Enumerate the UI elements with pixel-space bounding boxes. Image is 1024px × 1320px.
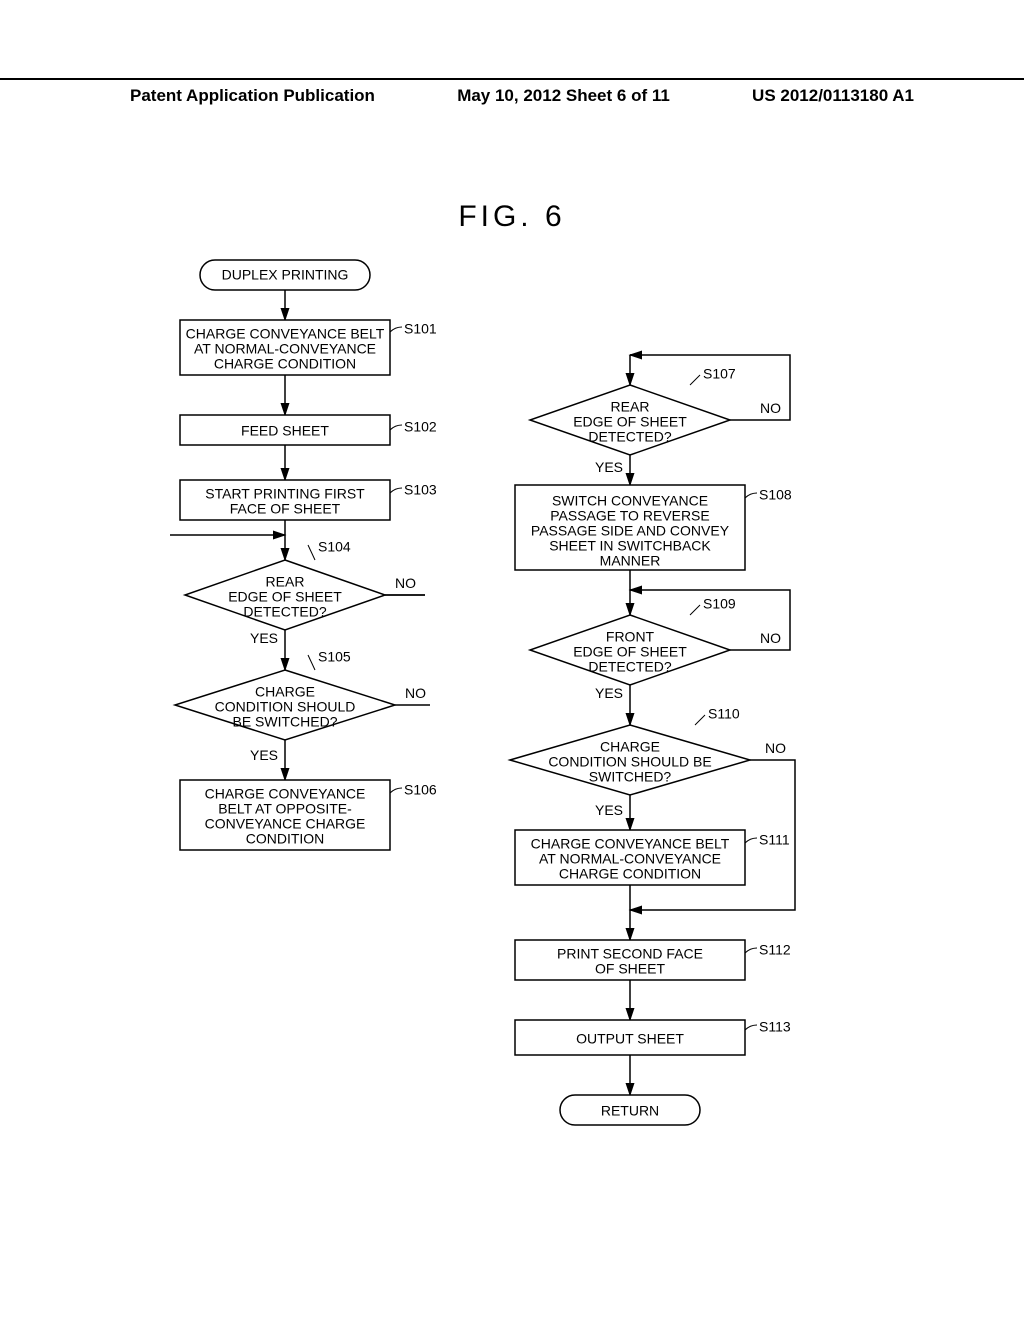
svg-text:NO: NO: [760, 400, 781, 416]
svg-text:CHARGE CONDITION: CHARGE CONDITION: [214, 356, 356, 372]
svg-text:S107: S107: [703, 366, 736, 382]
svg-text:CONDITION: CONDITION: [246, 831, 325, 847]
svg-text:EDGE OF SHEET: EDGE OF SHEET: [228, 589, 342, 605]
node-s113: OUTPUT SHEET S113: [515, 1019, 791, 1055]
svg-text:CHARGE: CHARGE: [255, 684, 315, 700]
header-right: US 2012/0113180 A1: [752, 86, 914, 106]
header-left: Patent Application Publication: [130, 86, 375, 106]
svg-text:OUTPUT SHEET: OUTPUT SHEET: [576, 1031, 684, 1047]
page-header: Patent Application Publication May 10, 2…: [0, 78, 1024, 106]
svg-text:S102: S102: [404, 419, 437, 435]
svg-text:YES: YES: [595, 459, 623, 475]
svg-text:PRINT SECOND FACE: PRINT SECOND FACE: [557, 946, 703, 962]
svg-text:AT NORMAL-CONVEYANCE: AT NORMAL-CONVEYANCE: [539, 851, 721, 867]
svg-text:S111: S111: [759, 832, 790, 848]
svg-text:RETURN: RETURN: [601, 1103, 659, 1119]
node-s106: CHARGE CONVEYANCE BELT AT OPPOSITE- CONV…: [180, 780, 437, 850]
svg-text:CONVEYANCE CHARGE: CONVEYANCE CHARGE: [205, 816, 366, 832]
svg-text:EDGE OF SHEET: EDGE OF SHEET: [573, 644, 687, 660]
svg-text:REAR: REAR: [266, 574, 305, 590]
svg-text:AT NORMAL-CONVEYANCE: AT NORMAL-CONVEYANCE: [194, 341, 376, 357]
node-s109: FRONT EDGE OF SHEET DETECTED? S109: [530, 596, 736, 685]
svg-text:OF SHEET: OF SHEET: [595, 961, 665, 977]
svg-text:BE SWITCHED?: BE SWITCHED?: [232, 714, 337, 730]
node-start: DUPLEX PRINTING: [200, 260, 370, 290]
svg-text:S101: S101: [404, 321, 437, 337]
svg-text:S113: S113: [759, 1019, 791, 1035]
svg-text:REAR: REAR: [611, 399, 650, 415]
svg-text:S108: S108: [759, 487, 792, 503]
svg-text:CONDITION SHOULD BE: CONDITION SHOULD BE: [548, 754, 711, 770]
svg-text:DUPLEX PRINTING: DUPLEX PRINTING: [222, 267, 349, 283]
svg-text:CHARGE CONVEYANCE BELT: CHARGE CONVEYANCE BELT: [531, 836, 730, 852]
node-s102: FEED SHEET S102: [180, 415, 437, 445]
svg-text:NO: NO: [395, 575, 416, 591]
svg-text:SWITCH CONVEYANCE: SWITCH CONVEYANCE: [552, 493, 708, 509]
node-s111: CHARGE CONVEYANCE BELT AT NORMAL-CONVEYA…: [515, 830, 790, 885]
svg-text:DETECTED?: DETECTED?: [243, 604, 326, 620]
page: Patent Application Publication May 10, 2…: [0, 0, 1024, 1320]
svg-text:S109: S109: [703, 596, 736, 612]
svg-text:S110: S110: [708, 706, 740, 722]
node-s101: CHARGE CONVEYANCE BELT AT NORMAL-CONVEYA…: [180, 320, 437, 375]
svg-text:FACE OF SHEET: FACE OF SHEET: [230, 501, 341, 517]
svg-text:YES: YES: [595, 685, 623, 701]
svg-text:CONDITION SHOULD: CONDITION SHOULD: [215, 699, 356, 715]
svg-text:S112: S112: [759, 942, 791, 958]
svg-text:MANNER: MANNER: [600, 553, 661, 569]
svg-text:FEED SHEET: FEED SHEET: [241, 423, 329, 439]
svg-text:FRONT: FRONT: [606, 629, 655, 645]
node-s112: PRINT SECOND FACE OF SHEET S112: [515, 940, 791, 980]
svg-text:CHARGE CONDITION: CHARGE CONDITION: [559, 866, 701, 882]
svg-text:S103: S103: [404, 482, 437, 498]
figure-title: FIG. 6: [0, 200, 1024, 234]
svg-text:SWITCHED?: SWITCHED?: [589, 769, 672, 785]
svg-text:S104: S104: [318, 539, 351, 555]
svg-text:SHEET IN SWITCHBACK: SHEET IN SWITCHBACK: [549, 538, 711, 554]
svg-text:YES: YES: [250, 747, 278, 763]
svg-text:DETECTED?: DETECTED?: [588, 429, 671, 445]
header-center: May 10, 2012 Sheet 6 of 11: [457, 86, 670, 106]
node-s107: REAR EDGE OF SHEET DETECTED? S107: [530, 366, 736, 455]
svg-text:EDGE OF SHEET: EDGE OF SHEET: [573, 414, 687, 430]
svg-text:PASSAGE SIDE AND CONVEY: PASSAGE SIDE AND CONVEY: [531, 523, 730, 539]
svg-text:DETECTED?: DETECTED?: [588, 659, 671, 675]
svg-text:NO: NO: [760, 630, 781, 646]
svg-text:START PRINTING FIRST: START PRINTING FIRST: [205, 486, 365, 502]
flowchart: DUPLEX PRINTING CHARGE CONVEYANCE BELT A…: [70, 240, 950, 1240]
svg-text:YES: YES: [250, 630, 278, 646]
node-s103: START PRINTING FIRST FACE OF SHEET S103: [180, 480, 437, 520]
svg-text:BELT AT OPPOSITE-: BELT AT OPPOSITE-: [218, 801, 352, 817]
svg-text:CHARGE: CHARGE: [600, 739, 660, 755]
svg-text:CHARGE CONVEYANCE: CHARGE CONVEYANCE: [205, 786, 366, 802]
node-s108: SWITCH CONVEYANCE PASSAGE TO REVERSE PAS…: [515, 485, 792, 570]
svg-text:NO: NO: [405, 685, 426, 701]
svg-text:NO: NO: [765, 740, 786, 756]
svg-text:YES: YES: [595, 802, 623, 818]
svg-text:PASSAGE TO REVERSE: PASSAGE TO REVERSE: [550, 508, 710, 524]
svg-text:S105: S105: [318, 649, 351, 665]
svg-text:S106: S106: [404, 782, 437, 798]
svg-text:CHARGE CONVEYANCE BELT: CHARGE CONVEYANCE BELT: [186, 326, 385, 342]
node-return: RETURN: [560, 1095, 700, 1125]
